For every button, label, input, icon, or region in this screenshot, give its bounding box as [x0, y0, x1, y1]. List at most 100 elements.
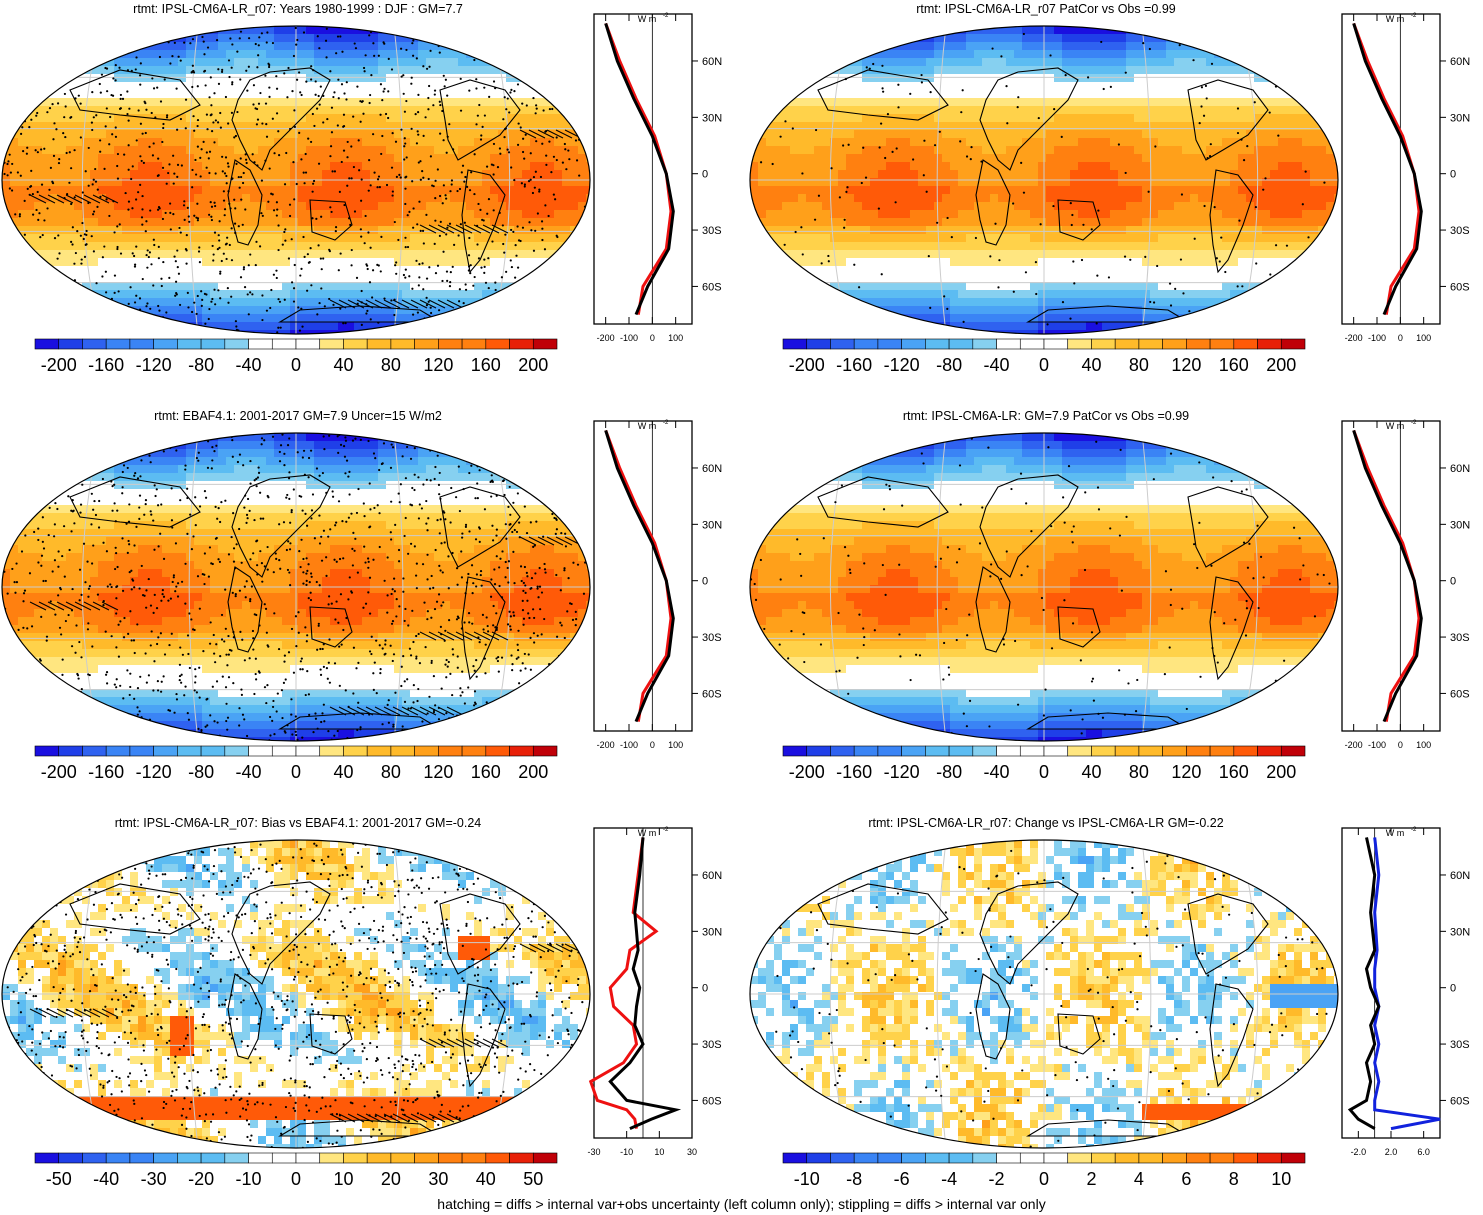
colorbar-tick: -120 — [884, 762, 920, 782]
obs-line — [604, 22, 673, 315]
colorbar-tick: -40 — [984, 762, 1010, 782]
coastline — [461, 576, 506, 681]
colorbar-tick: 8 — [1229, 1169, 1239, 1189]
colorbar-tick: 200 — [1266, 762, 1296, 782]
coastline — [1057, 1013, 1101, 1055]
coastline — [1057, 199, 1101, 241]
zonal-xtick: 10 — [654, 1147, 664, 1157]
zonal-xtick: 0 — [1398, 740, 1403, 750]
zonal-xtick: -30 — [587, 1147, 600, 1157]
colorbar-tick: -8 — [846, 1169, 862, 1189]
colorbar-tick: 40 — [476, 1169, 496, 1189]
lat-label: 60N — [1450, 463, 1470, 475]
colorbar-tick: 200 — [518, 355, 548, 375]
coastline — [278, 305, 442, 323]
coastline — [69, 476, 201, 528]
panel-p3: rtmt: EBAF4.1: 2001-2017 GM=7.9 Uncer=15… — [0, 407, 735, 807]
map-p1 — [1, 25, 591, 335]
coastline — [1026, 712, 1190, 730]
colorbar-tick: 10 — [1271, 1169, 1291, 1189]
lat-label: 30N — [702, 112, 722, 124]
lat-label: 30S — [1450, 225, 1470, 237]
zonal-xtick: 2.0 — [1385, 1147, 1398, 1157]
zonal-xtick: -200 — [1345, 740, 1363, 750]
coastline — [439, 486, 521, 568]
lat-label: 60N — [1450, 56, 1470, 68]
coastline — [227, 566, 263, 653]
colorbar-tick: -4 — [941, 1169, 957, 1189]
coastline — [227, 973, 263, 1060]
colorbar-tick: 0 — [1039, 762, 1049, 782]
coastline — [1187, 486, 1269, 568]
colorbar-tick: 200 — [1266, 355, 1296, 375]
lat-label: 60S — [702, 688, 722, 700]
zonal-xtick: -2.0 — [1351, 1147, 1367, 1157]
panel-p4: rtmt: IPSL-CM6A-LR: GM=7.9 PatCor vs Obs… — [748, 407, 1483, 807]
coastline — [439, 893, 521, 975]
zonal-xtick: 100 — [1416, 333, 1431, 343]
coastline — [1187, 79, 1269, 161]
zonal-units: W m — [638, 828, 657, 838]
colorbar-tick: 20 — [381, 1169, 401, 1189]
colorbar-p6: -10 -8 -6 -4 -2 0 2 4 6 8 10 — [782, 1152, 1306, 1189]
coastline — [975, 973, 1011, 1060]
lat-label: 0 — [702, 983, 708, 995]
zonal-xtick: 6.0 — [1417, 1147, 1430, 1157]
map-p3 — [1, 432, 591, 742]
model-line — [608, 837, 682, 1130]
colorbar-tick: 30 — [428, 1169, 448, 1189]
coastline — [1187, 893, 1269, 975]
panel-title: rtmt: IPSL-CM6A-LR_r07: Bias vs EBAF4.1:… — [115, 816, 481, 830]
zonal-mean-p1: W m -2 60N 30N 0 30S 60S -200 -100 0 100 — [593, 13, 722, 343]
colorbar-tick: 40 — [333, 762, 353, 782]
colorbar-tick: -200 — [41, 762, 77, 782]
colorbar-tick: -80 — [188, 355, 214, 375]
zonal-xtick: 0 — [650, 333, 655, 343]
coastline — [817, 69, 949, 121]
colorbar-tick: 0 — [1039, 355, 1049, 375]
colorbar-tick: 80 — [381, 762, 401, 782]
lat-label: 30S — [702, 1039, 722, 1051]
colorbar-tick: 80 — [1129, 762, 1149, 782]
colorbar-tick: -80 — [936, 355, 962, 375]
panel-p5: rtmt: IPSL-CM6A-LR_r07: Bias vs EBAF4.1:… — [0, 814, 735, 1214]
panel-title: rtmt: EBAF4.1: 2001-2017 GM=7.9 Uncer=15… — [154, 409, 442, 423]
coastline — [231, 474, 331, 578]
colorbar-tick: 0 — [1039, 1169, 1049, 1189]
colorbar-p1: -200 -160 -120 -80 -40 0 40 80 120 160 200 — [34, 338, 558, 375]
zonal-units: W m — [638, 14, 657, 24]
coastline — [231, 881, 331, 985]
zonal-xtick: -10 — [620, 1147, 633, 1157]
obs-line — [604, 429, 673, 722]
coastline — [309, 1013, 353, 1055]
lat-label: 60S — [702, 1095, 722, 1107]
lat-label: 0 — [1450, 169, 1456, 181]
colorbar-tick: -6 — [894, 1169, 910, 1189]
model-line — [1352, 22, 1423, 316]
colorbar-tick: 2 — [1086, 1169, 1096, 1189]
colorbar-tick: -200 — [789, 762, 825, 782]
coastline — [975, 159, 1011, 246]
map-p6 — [749, 839, 1339, 1149]
lat-label: 60S — [702, 281, 722, 293]
colorbar-tick: -40 — [236, 355, 262, 375]
coastline — [979, 474, 1079, 578]
colorbar-tick: -160 — [88, 762, 124, 782]
coastline — [461, 169, 506, 274]
zonal-units: W m — [1386, 14, 1405, 24]
coastline — [1209, 983, 1254, 1088]
model-line — [1347, 837, 1381, 1130]
colorbar-tick: -10 — [236, 1169, 262, 1189]
colorbar-tick: -120 — [136, 355, 172, 375]
zonal-xtick: 30 — [687, 1147, 697, 1157]
coastline — [309, 199, 353, 241]
lat-label: 60S — [1450, 1095, 1470, 1107]
colorbar-p5: -50 -40 -30 -20 -10 0 10 20 30 40 50 — [34, 1152, 558, 1189]
zonal-xtick: -200 — [597, 333, 615, 343]
panel-title: rtmt: IPSL-CM6A-LR_r07: Change vs IPSL-C… — [868, 816, 1223, 830]
lat-label: 30S — [702, 225, 722, 237]
lat-label: 60N — [702, 463, 722, 475]
coastline — [69, 69, 201, 121]
lat-label: 60N — [702, 56, 722, 68]
